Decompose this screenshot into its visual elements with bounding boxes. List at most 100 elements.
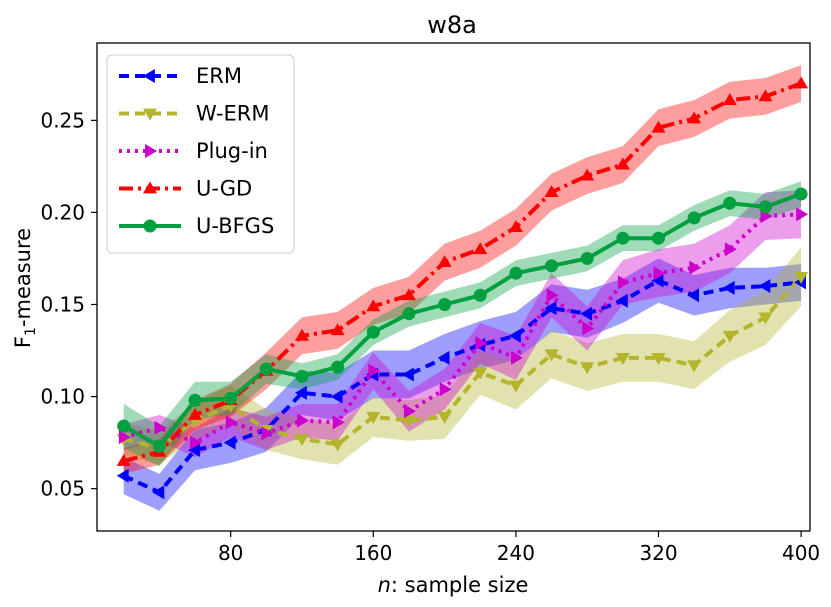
- point-u-bfgs: [224, 391, 238, 405]
- point-u-gd: [473, 242, 488, 255]
- point-u-bfgs: [402, 307, 416, 321]
- band-w-erm: [123, 247, 802, 465]
- band-u-bfgs: [123, 181, 802, 467]
- point-u-gd: [687, 111, 702, 124]
- point-w-erm: [473, 367, 488, 380]
- point-plug-in: [190, 435, 203, 450]
- point-plug-in: [368, 363, 381, 378]
- legend-label-w-erm: W-ERM: [196, 102, 269, 126]
- point-erm: [508, 328, 521, 343]
- point-u-gd: [188, 407, 203, 420]
- point-erm: [401, 367, 414, 382]
- point-u-bfgs: [687, 211, 701, 225]
- point-u-bfgs: [331, 360, 345, 374]
- point-plug-in: [510, 350, 523, 365]
- legend-marker-u-gd: [143, 181, 157, 194]
- legend-marker-u-bfgs: [143, 219, 157, 233]
- point-erm: [651, 273, 664, 288]
- legend-marker-w-erm: [143, 108, 157, 121]
- point-u-bfgs: [545, 259, 559, 273]
- point-u-bfgs: [152, 439, 166, 453]
- y-tick-label: 0.25: [40, 108, 85, 132]
- y-tick-label: 0.05: [40, 477, 85, 501]
- point-erm: [758, 279, 771, 294]
- point-u-bfgs: [473, 288, 487, 302]
- point-u-bfgs: [117, 419, 131, 433]
- point-w-erm: [437, 411, 452, 424]
- point-erm: [294, 385, 307, 400]
- point-u-bfgs: [509, 266, 523, 280]
- point-plug-in: [582, 321, 595, 336]
- point-plug-in: [617, 275, 630, 290]
- point-erm: [437, 350, 450, 365]
- point-u-gd: [651, 120, 666, 133]
- point-erm: [116, 468, 129, 483]
- point-u-gd: [437, 255, 452, 268]
- point-plug-in: [439, 382, 452, 397]
- point-erm: [330, 389, 343, 404]
- legend: ERM W-ERM Plug-in U-GD U-BFGS: [106, 54, 295, 254]
- point-w-erm: [615, 352, 630, 365]
- band-u-gd: [123, 65, 802, 474]
- point-erm: [544, 301, 557, 316]
- x-tick-label: 160: [354, 541, 392, 565]
- point-u-gd: [544, 185, 559, 198]
- point-u-bfgs: [259, 362, 273, 376]
- legend-box: [106, 54, 295, 254]
- point-u-gd: [615, 157, 630, 170]
- point-u-bfgs: [794, 187, 808, 201]
- chart-title: w8a: [427, 11, 477, 39]
- x-tick-label: 400: [782, 541, 820, 565]
- point-u-gd: [330, 323, 345, 336]
- point-plug-in: [796, 207, 809, 222]
- point-w-erm: [330, 439, 345, 452]
- point-u-bfgs: [188, 393, 202, 407]
- point-u-gd: [794, 76, 809, 89]
- point-u-bfgs: [438, 297, 452, 311]
- point-w-erm: [722, 330, 737, 343]
- point-w-erm: [366, 411, 381, 424]
- point-u-gd: [580, 168, 595, 181]
- y-axis-title-text: -measure: [11, 228, 35, 327]
- point-u-gd: [758, 89, 773, 102]
- point-u-bfgs: [366, 325, 380, 339]
- point-u-bfgs: [758, 200, 772, 214]
- x-tick-label: 320: [639, 541, 677, 565]
- y-axis-title-subscript: 1: [23, 327, 39, 336]
- legend-label-u-gd: U-GD: [196, 177, 252, 201]
- point-u-gd: [294, 328, 309, 341]
- point-u-gd: [366, 299, 381, 312]
- point-w-erm: [294, 434, 309, 446]
- point-w-erm: [401, 415, 416, 428]
- x-axis-title: n: sample size: [378, 573, 529, 597]
- legend-label-erm: ERM: [196, 64, 242, 88]
- point-u-gd: [722, 93, 737, 105]
- line-plug-in: [123, 212, 802, 445]
- x-tick-label: 80: [218, 541, 243, 565]
- series-lines: [122, 81, 803, 495]
- point-erm: [580, 306, 593, 321]
- x-axis-title-variable: n: [378, 573, 391, 597]
- point-plug-in: [475, 336, 488, 351]
- point-plug-in: [261, 426, 274, 441]
- line-erm: [122, 278, 802, 495]
- y-axis-title-main: F: [11, 336, 35, 348]
- point-plug-in: [404, 404, 416, 419]
- point-erm: [615, 293, 628, 308]
- point-plug-in: [154, 420, 167, 435]
- point-w-erm: [651, 352, 666, 365]
- point-u-bfgs: [580, 251, 594, 265]
- point-w-erm: [794, 271, 809, 284]
- point-plug-in: [689, 260, 702, 275]
- legend-marker-erm: [143, 69, 155, 83]
- point-w-erm: [544, 349, 559, 362]
- point-plug-in: [332, 415, 345, 430]
- point-plug-in: [297, 413, 309, 428]
- point-u-bfgs: [723, 196, 737, 210]
- band-plug-in: [123, 190, 802, 458]
- point-u-gd: [116, 454, 131, 466]
- point-u-bfgs: [616, 231, 630, 245]
- plot-frame: [96, 42, 811, 532]
- point-u-bfgs: [651, 231, 665, 245]
